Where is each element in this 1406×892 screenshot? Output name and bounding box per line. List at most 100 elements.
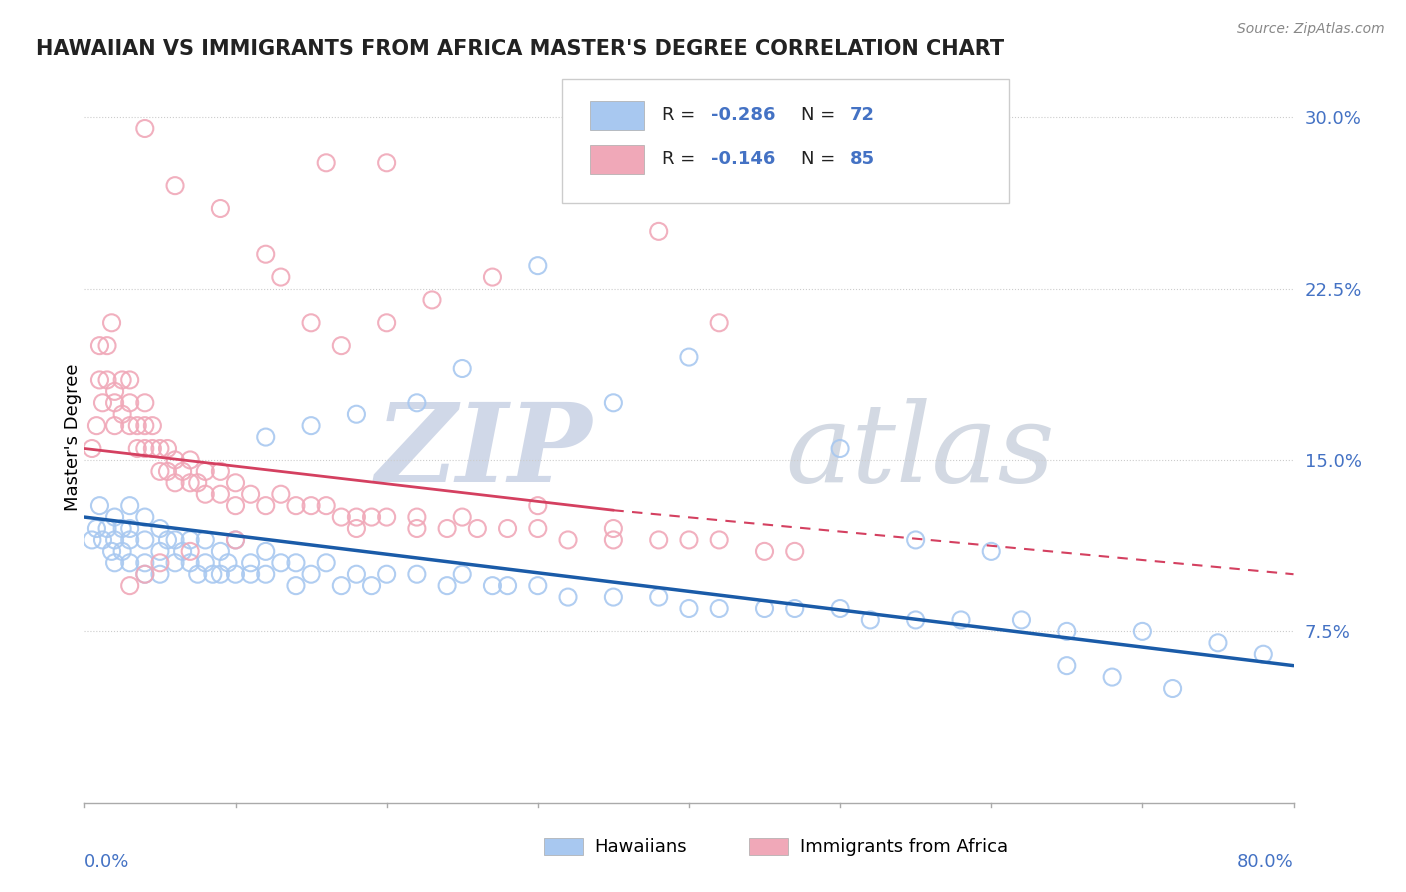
Point: [100, 544, 122, 558]
Point: [346, 510, 368, 524]
Point: [225, 499, 247, 513]
Point: [118, 521, 141, 535]
Point: [225, 475, 247, 490]
Point: [285, 556, 308, 570]
Point: [209, 202, 232, 216]
Point: [194, 556, 217, 570]
Point: [179, 544, 201, 558]
Point: [165, 475, 187, 490]
Point: [111, 521, 134, 535]
Point: [330, 579, 353, 593]
FancyBboxPatch shape: [562, 78, 1010, 203]
Point: [678, 350, 700, 364]
Point: [481, 270, 503, 285]
Point: [299, 499, 322, 513]
Point: [375, 155, 398, 169]
Point: [754, 601, 776, 615]
Point: [783, 544, 806, 558]
Point: [315, 155, 337, 169]
Point: [467, 521, 489, 535]
Point: [127, 442, 149, 456]
Point: [179, 453, 201, 467]
Point: [165, 178, 187, 193]
Point: [118, 396, 141, 410]
Point: [496, 579, 519, 593]
Point: [602, 521, 624, 535]
Point: [118, 418, 141, 433]
Point: [602, 396, 624, 410]
Text: -0.286: -0.286: [710, 106, 775, 124]
Point: [149, 556, 172, 570]
Text: HAWAIIAN VS IMMIGRANTS FROM AFRICA MASTER'S DEGREE CORRELATION CHART: HAWAIIAN VS IMMIGRANTS FROM AFRICA MASTE…: [37, 38, 1004, 59]
Point: [346, 407, 368, 421]
Point: [209, 544, 232, 558]
Point: [375, 316, 398, 330]
Point: [527, 579, 550, 593]
Point: [451, 361, 474, 376]
Point: [134, 121, 156, 136]
Point: [254, 247, 277, 261]
Point: [299, 316, 322, 330]
Point: [111, 407, 134, 421]
Point: [134, 396, 156, 410]
Point: [709, 533, 731, 547]
Text: Hawaiians: Hawaiians: [595, 838, 688, 855]
Point: [904, 613, 927, 627]
Point: [165, 453, 187, 467]
Point: [678, 601, 700, 615]
Point: [141, 418, 163, 433]
Point: [134, 567, 156, 582]
Point: [436, 579, 458, 593]
Point: [179, 475, 201, 490]
Point: [86, 521, 108, 535]
Point: [134, 510, 156, 524]
Point: [194, 533, 217, 547]
Point: [89, 338, 111, 352]
Point: [285, 499, 308, 513]
Point: [1011, 613, 1033, 627]
Point: [156, 533, 179, 547]
Point: [194, 487, 217, 501]
Point: [481, 579, 503, 593]
Point: [285, 579, 308, 593]
Point: [225, 533, 247, 547]
Text: atlas: atlas: [786, 398, 1056, 506]
Point: [118, 533, 141, 547]
Text: -0.146: -0.146: [710, 150, 775, 168]
Point: [709, 601, 731, 615]
Point: [172, 544, 194, 558]
Text: R =: R =: [662, 106, 702, 124]
Point: [754, 544, 776, 558]
Point: [299, 418, 322, 433]
Point: [104, 396, 127, 410]
Text: Immigrants from Africa: Immigrants from Africa: [800, 838, 1008, 855]
Point: [149, 464, 172, 478]
Point: [451, 510, 474, 524]
Point: [436, 521, 458, 535]
Point: [201, 567, 224, 582]
Point: [118, 556, 141, 570]
Point: [134, 442, 156, 456]
Point: [187, 475, 209, 490]
Point: [270, 556, 292, 570]
Point: [134, 533, 156, 547]
Point: [239, 556, 262, 570]
Point: [91, 396, 114, 410]
Point: [346, 521, 368, 535]
Point: [217, 556, 239, 570]
Point: [104, 556, 127, 570]
Point: [330, 338, 353, 352]
Point: [104, 533, 127, 547]
Point: [134, 567, 156, 582]
Point: [86, 418, 108, 433]
Point: [1253, 647, 1275, 661]
Point: [406, 510, 429, 524]
Point: [451, 567, 474, 582]
Bar: [544, 838, 582, 855]
Text: R =: R =: [662, 150, 702, 168]
Text: 72: 72: [849, 106, 875, 124]
Point: [315, 556, 337, 570]
Point: [420, 293, 443, 307]
Point: [1101, 670, 1123, 684]
Point: [254, 567, 277, 582]
